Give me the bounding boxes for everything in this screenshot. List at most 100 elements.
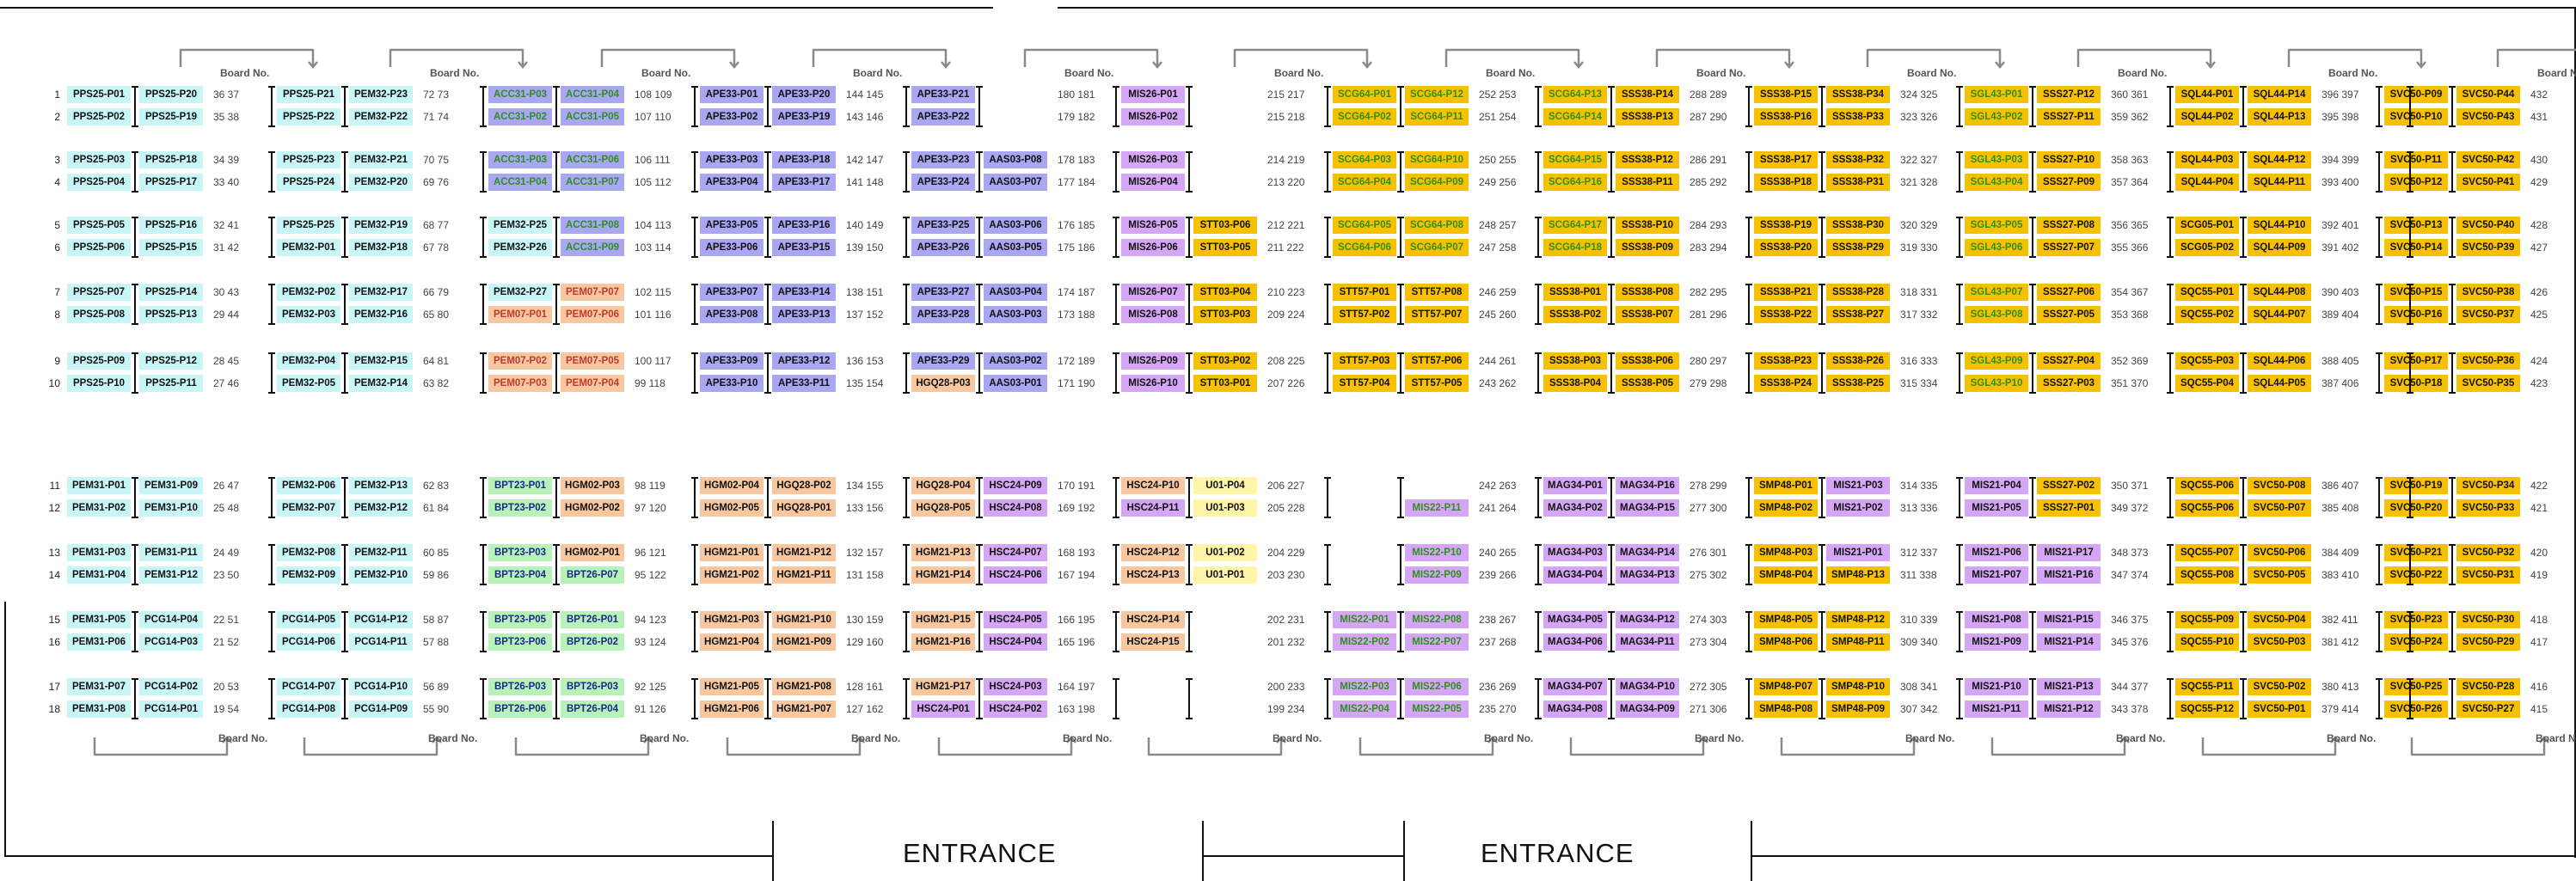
booth-cell[interactable]: SSS27-P02 [2037, 477, 2101, 494]
booth-cell[interactable]: MIS21-P14 [2037, 633, 2101, 651]
booth-cell[interactable]: MIS21-P11 [1965, 701, 2028, 718]
booth-cell[interactable]: SCG64-P04 [1333, 174, 1396, 191]
booth-cell[interactable]: HGQ28-P03 [911, 375, 975, 392]
booth-cell[interactable]: PPS25-P04 [67, 174, 131, 191]
booth-cell[interactable]: HGM21-P10 [772, 611, 836, 628]
booth-cell[interactable]: MIS26-P01 [1121, 86, 1185, 103]
booth-cell[interactable]: PEM32-P11 [349, 544, 413, 561]
booth-cell[interactable]: APE33-P18 [772, 151, 836, 168]
booth-cell[interactable]: MIS22-P11 [1405, 499, 1469, 517]
booth-cell[interactable]: SVC50-P10 [2384, 108, 2448, 125]
booth-cell[interactable]: SVC50-P35 [2456, 375, 2520, 392]
booth-cell[interactable]: SVC50-P13 [2384, 217, 2448, 234]
booth-cell[interactable]: MAG34-P04 [1543, 566, 1607, 584]
booth-cell[interactable]: PEM32-P13 [349, 477, 413, 494]
booth-cell[interactable]: SQC55-P06 [2175, 499, 2239, 517]
booth-cell[interactable]: SQC55-P02 [2175, 306, 2239, 323]
booth-cell[interactable]: STT57-P02 [1333, 306, 1396, 323]
booth-cell[interactable]: SCG64-P01 [1333, 86, 1396, 103]
booth-cell[interactable]: MAG34-P12 [1616, 611, 1679, 628]
booth-cell[interactable]: PEM07-P03 [488, 375, 552, 392]
booth-cell[interactable]: SMP48-P06 [1754, 633, 1818, 651]
booth-cell[interactable]: PEM31-P04 [67, 566, 131, 584]
booth-cell[interactable]: PCG14-P05 [277, 611, 340, 628]
booth-cell[interactable]: APE33-P14 [772, 284, 836, 301]
booth-cell[interactable]: BPT26-P02 [561, 633, 624, 651]
booth-cell[interactable]: SSS38-P32 [1826, 151, 1890, 168]
booth-cell[interactable]: SCG64-P08 [1405, 217, 1469, 234]
booth-cell[interactable]: AAS03-P08 [984, 151, 1047, 168]
booth-cell[interactable]: SCG64-P15 [1543, 151, 1607, 168]
booth-cell[interactable]: SGL43-P10 [1965, 375, 2028, 392]
booth-cell[interactable]: ACC31-P09 [561, 239, 624, 256]
booth-cell[interactable]: PEM32-P12 [349, 499, 413, 517]
booth-cell[interactable]: PEM32-P18 [349, 239, 413, 256]
booth-cell[interactable]: BPT26-P06 [488, 701, 552, 718]
booth-cell[interactable]: SCG64-P05 [1333, 217, 1396, 234]
booth-cell[interactable]: SSS27-P08 [2037, 217, 2101, 234]
booth-cell[interactable]: PCG14-P03 [139, 633, 203, 651]
booth-cell[interactable]: MIS26-P09 [1121, 352, 1185, 370]
booth-cell[interactable]: SVC50-P32 [2456, 544, 2520, 561]
booth-cell[interactable]: SCG64-P16 [1543, 174, 1607, 191]
booth-cell[interactable]: HGM21-P14 [911, 566, 975, 584]
booth-cell[interactable]: SQL44-P14 [2248, 86, 2311, 103]
booth-cell[interactable]: HGM21-P16 [911, 633, 975, 651]
booth-cell[interactable]: HGM21-P13 [911, 544, 975, 561]
booth-cell[interactable]: SVC50-P22 [2384, 566, 2448, 584]
booth-cell[interactable]: PPS25-P18 [139, 151, 203, 168]
booth-cell[interactable]: ACC31-P02 [488, 108, 552, 125]
booth-cell[interactable]: SQC55-P04 [2175, 375, 2239, 392]
booth-cell[interactable]: PCG14-P02 [139, 678, 203, 695]
booth-cell[interactable]: ACC31-P04 [561, 86, 624, 103]
booth-cell[interactable]: SCG64-P11 [1405, 108, 1469, 125]
booth-cell[interactable]: MIS26-P05 [1121, 217, 1185, 234]
booth-cell[interactable]: SVC50-P09 [2384, 86, 2448, 103]
booth-cell[interactable]: MIS26-P06 [1121, 239, 1185, 256]
booth-cell[interactable]: MIS21-P06 [1965, 544, 2028, 561]
booth-cell[interactable]: APE33-P05 [700, 217, 764, 234]
booth-cell[interactable]: SSS38-P11 [1616, 174, 1679, 191]
booth-cell[interactable]: HSC24-P11 [1121, 499, 1185, 517]
booth-cell[interactable]: SSS38-P26 [1826, 352, 1890, 370]
booth-cell[interactable]: SQC55-P11 [2175, 678, 2239, 695]
booth-cell[interactable]: SVC50-P06 [2248, 544, 2311, 561]
booth-cell[interactable]: PEM32-P01 [277, 239, 340, 256]
booth-cell[interactable]: SQC55-P10 [2175, 633, 2239, 651]
booth-cell[interactable]: PPS25-P03 [67, 151, 131, 168]
booth-cell[interactable]: SSS38-P30 [1826, 217, 1890, 234]
booth-cell[interactable]: PPS25-P06 [67, 239, 131, 256]
booth-cell[interactable]: HSC24-P03 [984, 678, 1047, 695]
booth-cell[interactable]: SVC50-P25 [2384, 678, 2448, 695]
booth-cell[interactable]: SCG64-P14 [1543, 108, 1607, 125]
booth-cell[interactable]: HGQ28-P01 [772, 499, 836, 517]
booth-cell[interactable]: MIS21-P01 [1826, 544, 1890, 561]
booth-cell[interactable]: HSC24-P10 [1121, 477, 1185, 494]
booth-cell[interactable]: SVC50-P12 [2384, 174, 2448, 191]
booth-cell[interactable]: PEM31-P03 [67, 544, 131, 561]
booth-cell[interactable]: SQC55-P08 [2175, 566, 2239, 584]
booth-cell[interactable]: SVC50-P18 [2384, 375, 2448, 392]
booth-cell[interactable]: BPT26-P07 [561, 566, 624, 584]
booth-cell[interactable]: HGM02-P02 [561, 499, 624, 517]
booth-cell[interactable]: AAS03-P04 [984, 284, 1047, 301]
booth-cell[interactable]: PCG14-P06 [277, 633, 340, 651]
booth-cell[interactable]: SSS38-P19 [1754, 217, 1818, 234]
booth-cell[interactable]: SQL44-P03 [2175, 151, 2239, 168]
booth-cell[interactable]: SQL44-P05 [2248, 375, 2311, 392]
booth-cell[interactable]: APE33-P15 [772, 239, 836, 256]
booth-cell[interactable]: BPT26-P04 [561, 701, 624, 718]
booth-cell[interactable]: PEM07-P02 [488, 352, 552, 370]
booth-cell[interactable]: U01-P03 [1193, 499, 1257, 517]
booth-cell[interactable]: PCG14-P01 [139, 701, 203, 718]
booth-cell[interactable]: STT03-P05 [1193, 239, 1257, 256]
booth-cell[interactable]: SCG64-P12 [1405, 86, 1469, 103]
booth-cell[interactable]: SVC50-P16 [2384, 306, 2448, 323]
booth-cell[interactable]: SQC55-P09 [2175, 611, 2239, 628]
booth-cell[interactable]: MIS26-P03 [1121, 151, 1185, 168]
booth-cell[interactable]: SSS38-P24 [1754, 375, 1818, 392]
booth-cell[interactable]: HGM21-P08 [772, 678, 836, 695]
booth-cell[interactable]: HSC24-P02 [984, 701, 1047, 718]
booth-cell[interactable]: MIS26-P08 [1121, 306, 1185, 323]
booth-cell[interactable]: PEM31-P08 [67, 701, 131, 718]
